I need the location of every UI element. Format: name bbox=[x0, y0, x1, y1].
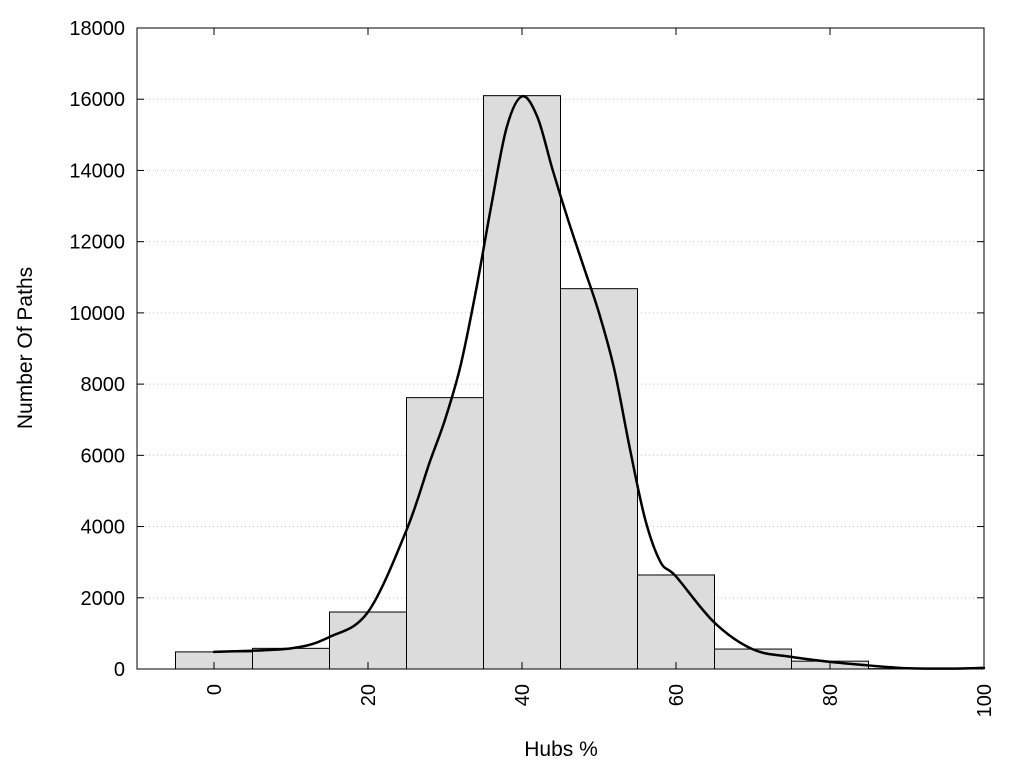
x-tick-label: 60 bbox=[666, 684, 688, 706]
y-tick-label: 0 bbox=[114, 659, 125, 681]
y-axis-tick-labels: 0 2000 4000 6000 8000 10000 12000 14000 16000 180… bbox=[69, 18, 125, 681]
y-tick-label: 4000 bbox=[81, 517, 126, 539]
y-tick-label: 6000 bbox=[81, 445, 126, 467]
y-tick-label: 14000 bbox=[69, 160, 125, 182]
y-tick-label: 8000 bbox=[81, 374, 126, 396]
x-tick-label: 80 bbox=[820, 684, 842, 706]
x-axis-title: Hubs % bbox=[524, 738, 598, 761]
y-tick-label: 18000 bbox=[69, 18, 125, 40]
histogram-bars bbox=[175, 95, 946, 670]
y-tick-label: 2000 bbox=[81, 588, 126, 610]
x-tick-label: 40 bbox=[512, 684, 534, 706]
x-axis-tick-labels: 0 20 40 60 80 100 bbox=[204, 684, 996, 717]
y-tick-label: 10000 bbox=[69, 303, 125, 325]
density-curve-layer bbox=[212, 94, 986, 670]
histogram-bar bbox=[714, 648, 792, 670]
histogram-bar bbox=[560, 288, 638, 670]
histogram-bar bbox=[329, 611, 407, 670]
histogram-bar bbox=[637, 574, 715, 670]
histogram-bar bbox=[406, 397, 484, 670]
plot-frame bbox=[136, 27, 985, 670]
y-tick-label: 16000 bbox=[69, 89, 125, 111]
x-tick-label: 20 bbox=[358, 684, 380, 706]
density-curve bbox=[212, 94, 986, 670]
y-tick-label: 12000 bbox=[69, 232, 125, 254]
x-tick-label: 100 bbox=[974, 684, 996, 717]
x-tick-label: 0 bbox=[204, 684, 226, 695]
y-axis-title: Number Of Paths bbox=[14, 267, 37, 429]
axis-ticks bbox=[137, 27, 985, 670]
